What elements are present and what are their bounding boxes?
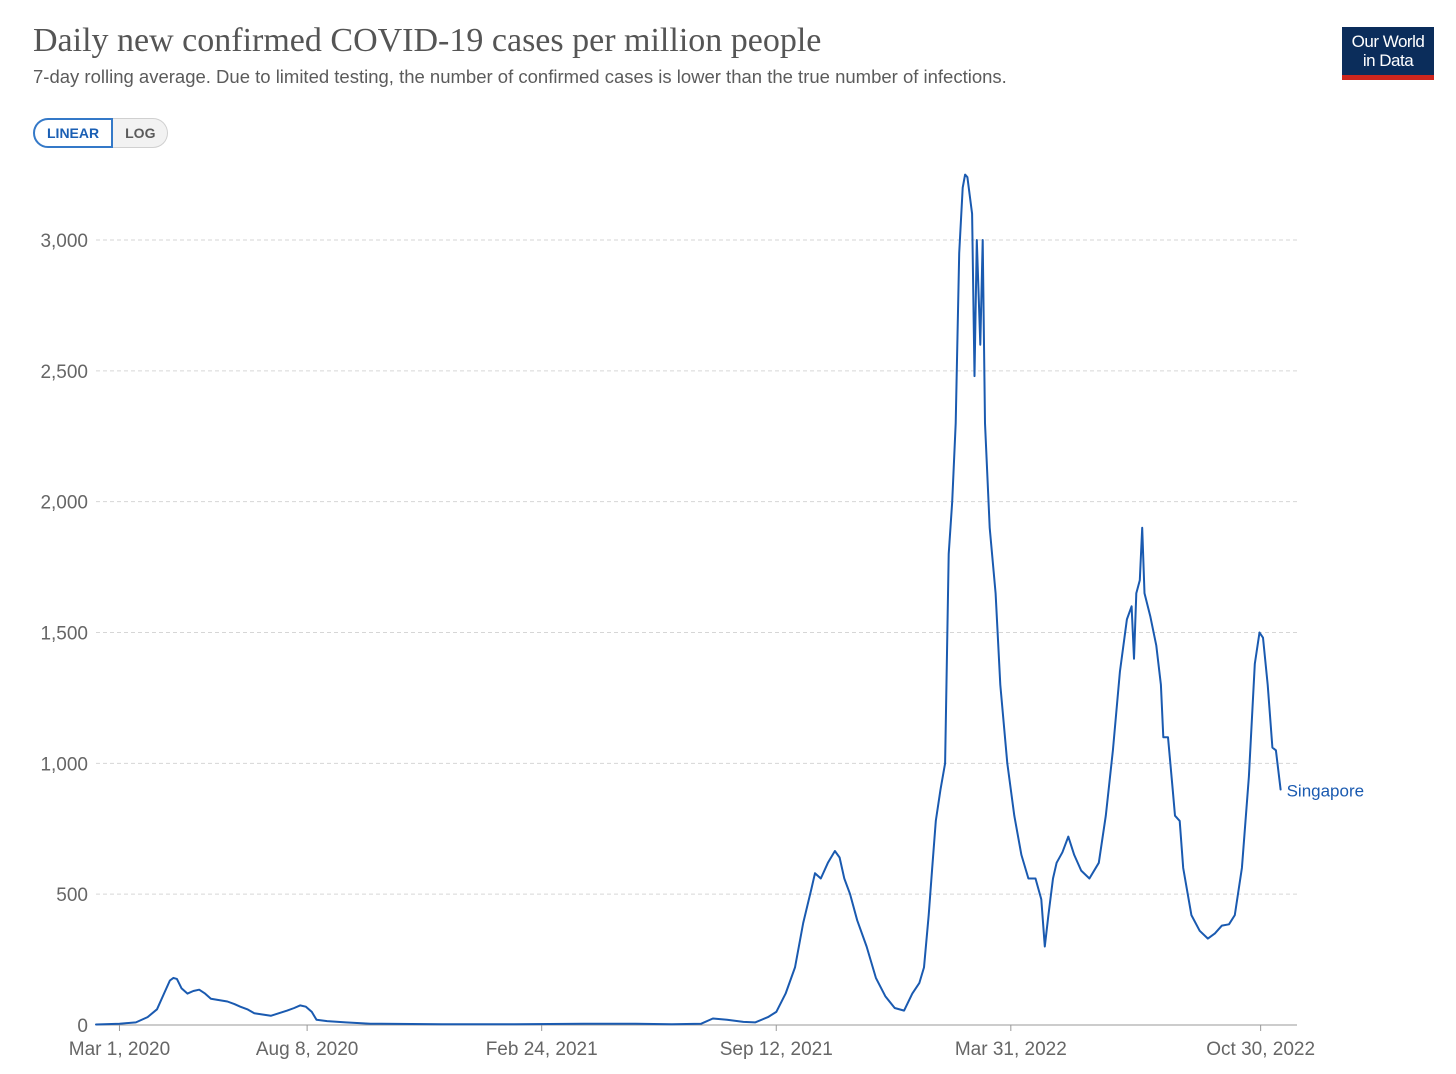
x-tick-label: Oct 30, 2022 xyxy=(1206,1039,1315,1060)
scale-toggle: LINEAR LOG xyxy=(33,118,169,148)
grid-lines xyxy=(96,239,1297,895)
y-tick-label: 2,000 xyxy=(40,493,88,514)
x-tick-label: Mar 1, 2020 xyxy=(69,1039,170,1060)
x-tick-label: Mar 31, 2022 xyxy=(955,1039,1067,1060)
chart-subtitle: 7-day rolling average. Due to limited te… xyxy=(33,66,1007,87)
y-tick-label: 1,000 xyxy=(40,754,88,775)
log-scale-button[interactable]: LOG xyxy=(113,118,169,148)
series-layer: Singapore xyxy=(95,173,1365,1026)
x-tick-label: Feb 24, 2021 xyxy=(486,1039,598,1060)
y-tick-label: 0 xyxy=(77,1016,88,1037)
x-tick-label: Aug 8, 2020 xyxy=(256,1039,358,1060)
series-line-singapore xyxy=(95,173,1282,1026)
y-axis-ticks: 0 500 1,000 1,500 2,000 2,500 3,000 xyxy=(40,231,88,1037)
x-axis: Mar 1, 2020 Aug 8, 2020 Feb 24, 2021 Sep 12… xyxy=(69,1024,1315,1060)
y-tick-label: 500 xyxy=(56,885,88,906)
linear-scale-button[interactable]: LINEAR xyxy=(33,118,114,148)
chart-title: Daily new confirmed COVID-19 cases per m… xyxy=(33,22,822,59)
y-tick-label: 2,500 xyxy=(40,362,88,383)
logo-line-1: Our World xyxy=(1351,32,1425,51)
y-tick-label: 1,500 xyxy=(40,624,88,645)
logo-line-2: in Data xyxy=(1362,51,1414,70)
y-tick-label: 3,000 xyxy=(40,231,88,252)
series-label-singapore: Singapore xyxy=(1287,782,1365,801)
owid-logo[interactable]: Our World in Data xyxy=(1342,27,1434,80)
x-tick-label: Sep 12, 2021 xyxy=(720,1039,833,1060)
